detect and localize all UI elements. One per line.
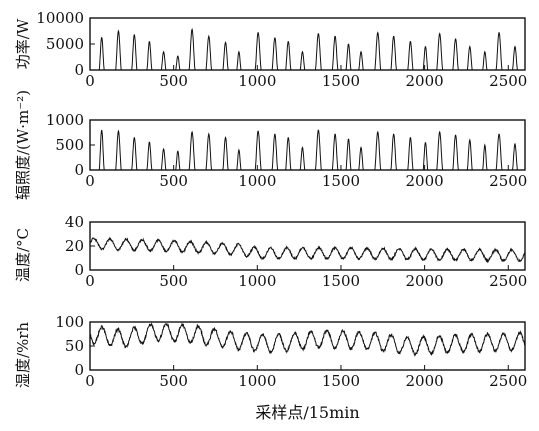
temperature-plot-frame: [89, 221, 526, 271]
temperature-y-axis-label: 温度/°C: [14, 228, 32, 282]
irradiance-y-tick-label: 0: [74, 161, 84, 179]
temperature-y-tick-label: 40: [65, 213, 84, 231]
power-y-tick-label: 10000: [36, 9, 84, 27]
irradiance-x-tick-label: 1000: [238, 172, 276, 190]
power-x-tick-label: 1000: [238, 72, 276, 90]
irradiance-x-tick-label: 500: [159, 172, 188, 190]
power-plot-frame: [89, 17, 526, 71]
humidity-y-tick-label: 100: [55, 313, 84, 331]
humidity-x-tick-label: 2500: [489, 372, 527, 390]
temperature-x-tick-label: 1500: [322, 272, 360, 290]
humidity-x-tick-label: 2000: [406, 372, 444, 390]
irradiance-x-ticks: 0 500 1000 1500 2000 2500: [85, 165, 527, 190]
power-x-tick-label: 0: [85, 72, 95, 90]
temperature-x-ticks: 0 500 1000 1500 2000 2500: [85, 265, 527, 290]
humidity-x-tick-label: 0: [85, 372, 95, 390]
temperature-y-tick-label: 0: [74, 261, 84, 279]
temperature-x-tick-label: 1000: [238, 272, 276, 290]
power-x-tick-label: 1500: [322, 72, 360, 90]
humidity-x-tick-label: 1500: [322, 372, 360, 390]
humidity-series-line: [89, 321, 526, 357]
power-y-tick-label: 5000: [46, 35, 84, 53]
humidity-y-tick-label: 0: [74, 361, 84, 379]
shared-x-axis-label: 采样点/15min: [255, 403, 359, 422]
irradiance-y-tick-label: 1000: [46, 111, 84, 129]
power-x-tick-label: 500: [159, 72, 188, 90]
irradiance-x-tick-label: 0: [85, 172, 95, 190]
temperature-series-line: [89, 236, 526, 264]
humidity-y-axis-label: 湿度/%rh: [14, 322, 32, 388]
temperature-y-ticks: 0 20 40: [65, 213, 95, 279]
power-x-tick-label: 2000: [406, 72, 444, 90]
temperature-x-tick-label: 500: [159, 272, 188, 290]
power-series-line: [90, 27, 525, 71]
irradiance-x-tick-label: 2500: [489, 172, 527, 190]
humidity-x-tick-label: 500: [159, 372, 188, 390]
irradiance-plot-frame: [89, 119, 526, 171]
power-x-ticks: 0 500 1000 1500 2000 2500: [85, 65, 527, 90]
humidity-y-ticks: 0 50 100: [55, 313, 95, 379]
temperature-x-tick-label: 2000: [406, 272, 444, 290]
irradiance-x-tick-label: 2000: [406, 172, 444, 190]
temperature-x-tick-label: 2500: [489, 272, 527, 290]
humidity-x-tick-label: 1000: [238, 372, 276, 390]
temperature-x-tick-label: 0: [85, 272, 95, 290]
irradiance-y-axis-label: 辐照度/(W·m⁻²): [14, 90, 32, 200]
humidity-y-tick-label: 50: [65, 337, 84, 355]
irradiance-y-ticks: 0 500 1000: [46, 111, 95, 179]
power-x-tick-label: 2500: [489, 72, 527, 90]
power-panel: 0 5000 10000 0 500 1000 1500 2000 2500 功率/W: [14, 9, 527, 90]
irradiance-y-tick-label: 500: [55, 136, 84, 154]
temperature-y-tick-label: 20: [65, 237, 84, 255]
irradiance-series-line: [90, 129, 525, 171]
power-y-ticks: 0 5000 10000: [36, 9, 95, 79]
irradiance-x-tick-label: 1500: [322, 172, 360, 190]
power-y-axis-label: 功率/W: [14, 18, 32, 69]
power-y-tick-label: 0: [74, 61, 84, 79]
humidity-x-ticks: 0 500 1000 1500 2000 2500: [85, 365, 527, 390]
